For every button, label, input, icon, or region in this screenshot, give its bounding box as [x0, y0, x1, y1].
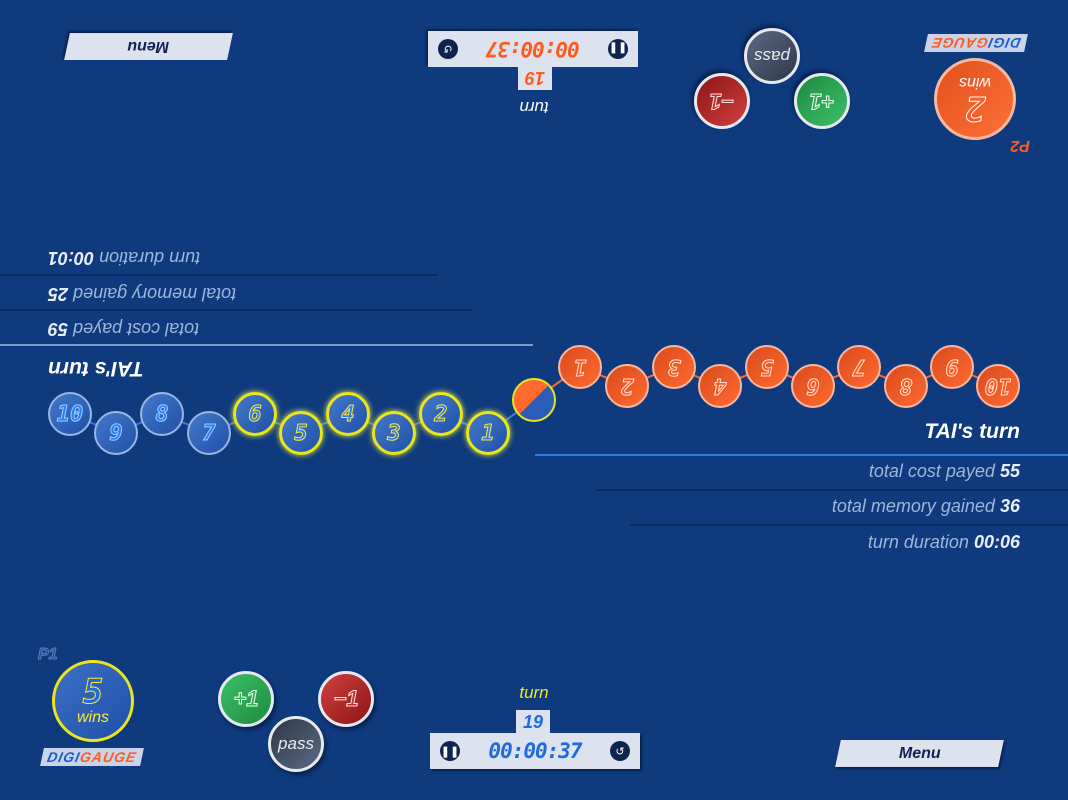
gauge-step-8[interactable]: 8 [140, 392, 184, 436]
player-label: P1 [38, 646, 59, 664]
turn-label: turn [519, 683, 549, 702]
wins-label: wins [959, 74, 992, 91]
pass-button[interactable]: pass [268, 716, 324, 772]
pause-icon[interactable]: ❚❚ [608, 39, 628, 59]
undo-icon[interactable]: ↺ [610, 741, 630, 761]
turn-heading: TAI's turn [924, 420, 1020, 443]
wins-count: 5 [82, 672, 104, 712]
undo-icon[interactable]: ↺ [438, 39, 458, 59]
timer-value: 00:00:37 [486, 37, 580, 61]
gauge-center-zero[interactable] [512, 378, 556, 422]
gauge-step-1[interactable]: 1 [466, 411, 510, 455]
player-label: P2 [1010, 137, 1030, 154]
gauge-step-2[interactable]: 2 [605, 364, 649, 408]
divider [630, 524, 1068, 526]
minus-one-button[interactable]: −1 [694, 73, 750, 129]
stat-duration: turn duration 00:01 [48, 248, 201, 268]
plus-one-button[interactable]: +1 [218, 671, 274, 727]
stat-memory: total memory gained 25 [48, 284, 237, 304]
wins-counter[interactable]: 5 wins [52, 660, 134, 742]
gauge-step-3[interactable]: 3 [652, 345, 696, 389]
gauge-step-6[interactable]: 6 [791, 364, 835, 408]
turn-number: 19 [518, 66, 552, 90]
pass-button[interactable]: pass [744, 28, 800, 84]
stat-cost: total cost payed 59 [48, 319, 200, 339]
plus-one-button[interactable]: +1 [794, 73, 850, 129]
stat-cost: total cost payed 55 [868, 461, 1020, 481]
game-timer: ❚❚ 00:00:37 ↺ [430, 733, 640, 769]
wins-counter[interactable]: 2 wins [934, 58, 1016, 140]
stat-duration: turn duration 00:06 [867, 532, 1020, 552]
gauge-step-3[interactable]: 3 [372, 411, 416, 455]
gauge-step-8[interactable]: 8 [884, 364, 928, 408]
stat-memory: total memory gained 36 [831, 496, 1020, 516]
timer-value: 00:00:37 [488, 739, 582, 763]
gauge-step-4[interactable]: 4 [326, 392, 370, 436]
divider [0, 274, 438, 276]
minus-one-button[interactable]: −1 [318, 671, 374, 727]
pause-icon[interactable]: ❚❚ [440, 741, 460, 761]
gauge-step-4[interactable]: 4 [698, 364, 742, 408]
heading-divider [0, 344, 533, 346]
gauge-step-10[interactable]: 10 [976, 364, 1020, 408]
heading-divider [535, 454, 1068, 456]
menu-button[interactable]: Menu [64, 33, 233, 60]
divider [0, 309, 473, 311]
turn-heading: TAI's turn [48, 357, 144, 380]
gauge-step-10[interactable]: 10 [48, 392, 92, 436]
wins-count: 2 [964, 88, 986, 129]
gauge-step-7[interactable]: 7 [187, 411, 231, 455]
turn-number: 19 [516, 710, 550, 734]
gauge-step-5[interactable]: 5 [745, 345, 789, 389]
game-timer: ❚❚ 00:00:37 ↺ [428, 31, 638, 67]
gauge-step-5[interactable]: 5 [279, 411, 323, 455]
gauge-step-2[interactable]: 2 [419, 392, 463, 436]
turn-label: turn [519, 98, 549, 117]
gauge-step-6[interactable]: 6 [233, 392, 277, 436]
gauge-step-1[interactable]: 1 [558, 345, 602, 389]
gauge-step-7[interactable]: 7 [837, 345, 881, 389]
wins-label: wins [76, 709, 109, 726]
divider [595, 489, 1068, 491]
gauge-step-9[interactable]: 9 [930, 345, 974, 389]
gauge-step-9[interactable]: 9 [94, 411, 138, 455]
digigauge-logo: DIGIGAUGE [924, 34, 1028, 52]
